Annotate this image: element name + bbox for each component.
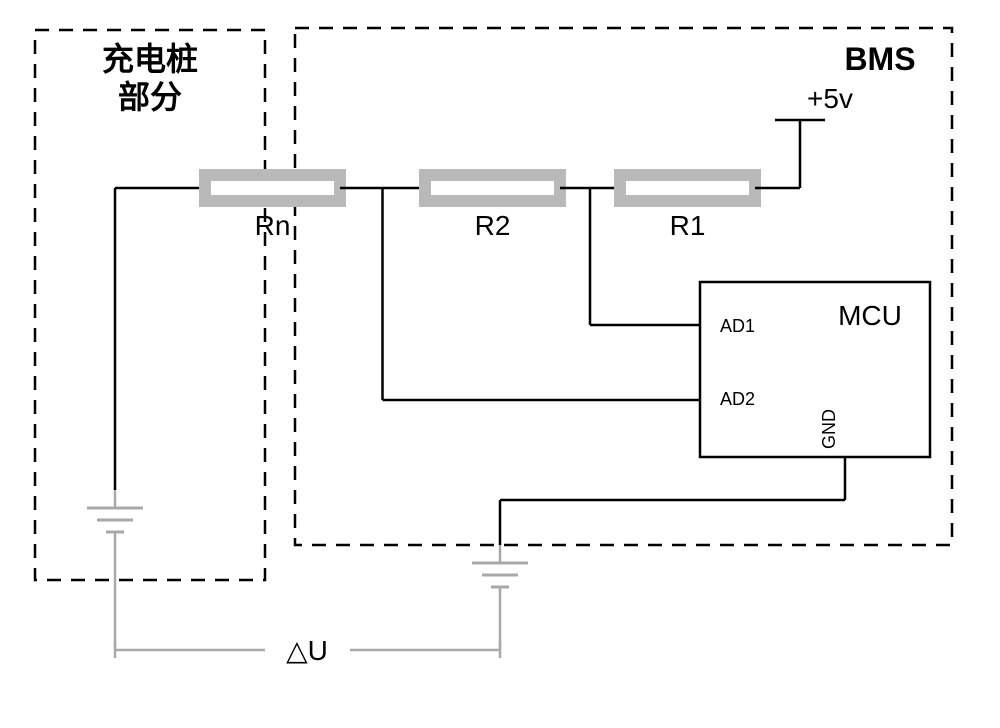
voltage-5v-label: +5v	[807, 83, 853, 114]
left-box-label-1: 充电桩	[102, 41, 198, 77]
R2	[425, 175, 560, 201]
left-box-label-2: 部分	[118, 79, 182, 115]
delta-u-label: △U	[286, 635, 328, 666]
mcu-label: MCU	[838, 300, 902, 331]
R2-label: R2	[475, 210, 511, 241]
right-box-label: BMS	[844, 41, 915, 77]
pin-ad1-label: AD1	[720, 316, 755, 336]
R1	[620, 175, 755, 201]
R1-label: R1	[670, 210, 706, 241]
pin-gnd-label: GND	[819, 409, 839, 449]
Rn	[205, 175, 340, 201]
Rn-label: Rn	[255, 210, 291, 241]
pin-ad2-label: AD2	[720, 389, 755, 409]
